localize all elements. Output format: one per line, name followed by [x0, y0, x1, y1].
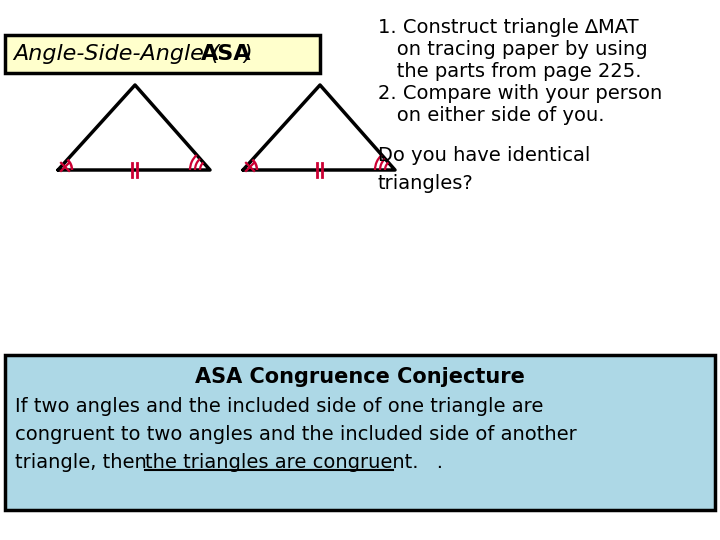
Text: triangle, then: triangle, then: [15, 453, 172, 472]
FancyBboxPatch shape: [5, 355, 715, 510]
Text: If two angles and the included side of one triangle are: If two angles and the included side of o…: [15, 397, 544, 416]
Text: ): ): [243, 44, 251, 64]
Text: Angle-Side-Angle (: Angle-Side-Angle (: [13, 44, 220, 64]
Text: on either side of you.: on either side of you.: [378, 106, 605, 125]
Text: Do you have identical
triangles?: Do you have identical triangles?: [378, 146, 590, 193]
Text: the triangles are congruent.: the triangles are congruent.: [145, 453, 418, 472]
Text: 2. Compare with your person: 2. Compare with your person: [378, 84, 662, 103]
Text: the parts from page 225.: the parts from page 225.: [378, 62, 642, 81]
Text: .: .: [393, 453, 443, 472]
Text: congruent to two angles and the included side of another: congruent to two angles and the included…: [15, 425, 577, 444]
Text: ASA Congruence Conjecture: ASA Congruence Conjecture: [195, 367, 525, 387]
FancyBboxPatch shape: [5, 35, 320, 73]
Text: ASA: ASA: [201, 44, 251, 64]
Text: on tracing paper by using: on tracing paper by using: [378, 40, 647, 59]
Text: 1. Construct triangle ∆MAT: 1. Construct triangle ∆MAT: [378, 18, 639, 37]
